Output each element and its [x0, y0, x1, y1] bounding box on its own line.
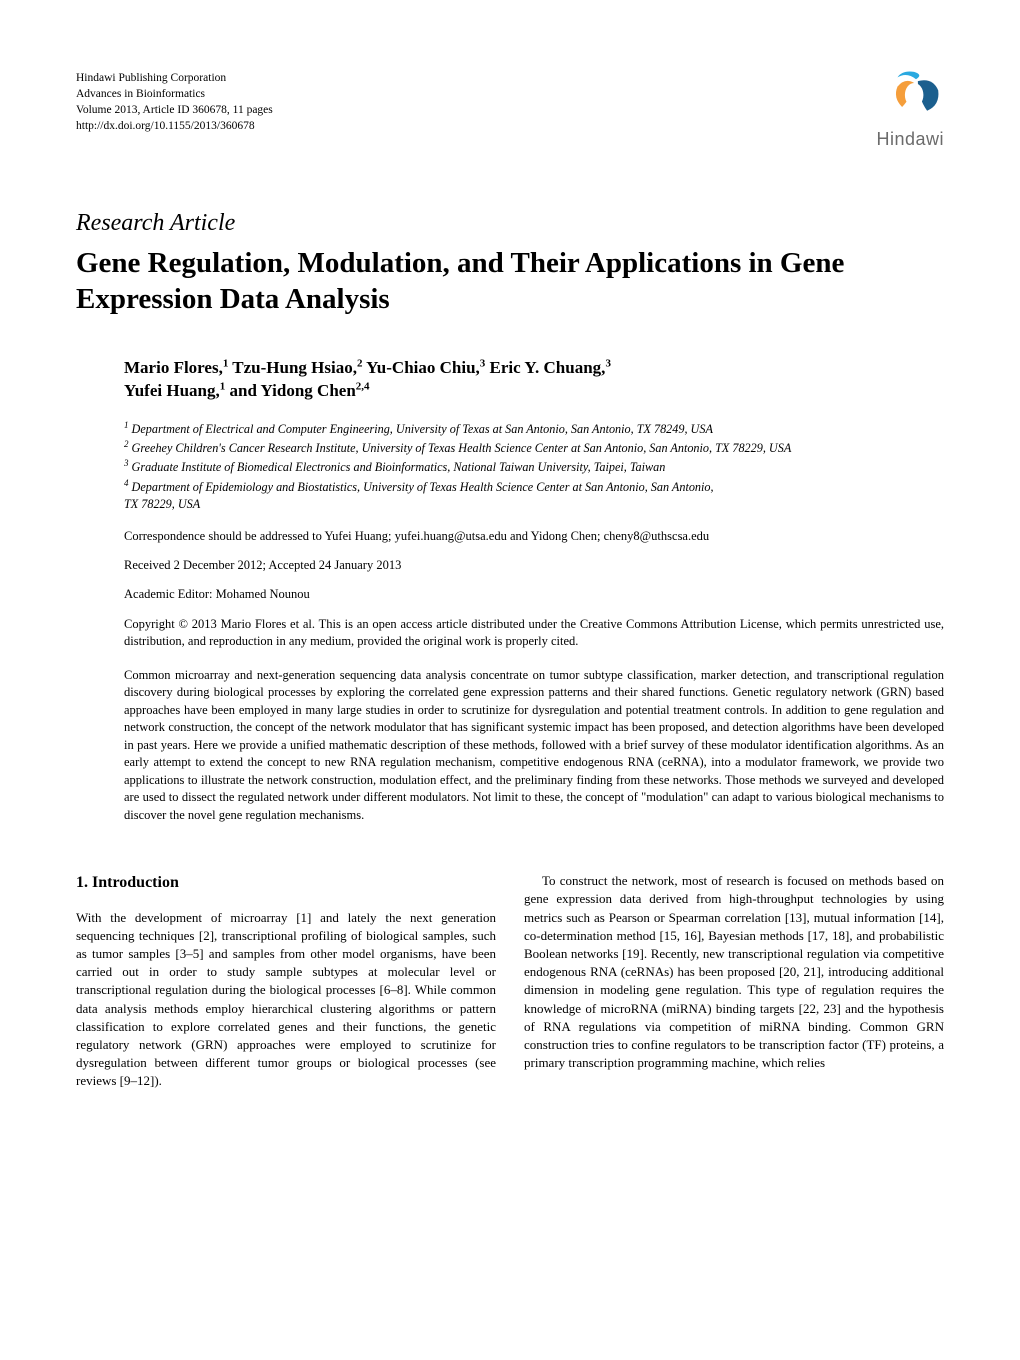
author-name: Eric Y. Chuang, [485, 358, 605, 377]
dates: Received 2 December 2012; Accepted 24 Ja… [124, 558, 944, 573]
affiliations: 1 Department of Electrical and Computer … [124, 419, 944, 513]
author-name: Yu-Chiao Chiu, [362, 358, 479, 377]
left-column: 1. Introduction With the development of … [76, 872, 496, 1090]
author-name: Yufei Huang, [124, 381, 220, 400]
affil-text: Department of Epidemiology and Biostatis… [129, 480, 714, 494]
publisher-line: Hindawi Publishing Corporation [76, 70, 273, 86]
authors-list: Mario Flores,1 Tzu-Hung Hsiao,2 Yu-Chiao… [124, 356, 944, 404]
affiliation-line: TX 78229, USA [124, 496, 944, 513]
header-row: Hindawi Publishing Corporation Advances … [76, 70, 944, 150]
body-columns: 1. Introduction With the development of … [76, 872, 944, 1090]
hindawi-logo-icon [888, 70, 944, 120]
publisher-info: Hindawi Publishing Corporation Advances … [76, 70, 273, 134]
hindawi-logo-text: Hindawi [876, 129, 944, 150]
author-name: Tzu-Hung Hsiao, [228, 358, 357, 377]
copyright-notice: Copyright © 2013 Mario Flores et al. Thi… [124, 616, 944, 651]
article-type: Research Article [76, 210, 944, 237]
affiliation-line: 2 Greehey Children's Cancer Research Ins… [124, 438, 944, 457]
article-title: Gene Regulation, Modulation, and Their A… [76, 245, 944, 318]
hindawi-logo: Hindawi [876, 70, 944, 150]
body-paragraph: To construct the network, most of resear… [524, 872, 944, 1072]
affiliation-line: 4 Department of Epidemiology and Biostat… [124, 477, 944, 496]
author-name: Mario Flores, [124, 358, 223, 377]
academic-editor: Academic Editor: Mohamed Nounou [124, 587, 944, 602]
affil-text: Department of Electrical and Computer En… [129, 422, 713, 436]
affiliation-line: 3 Graduate Institute of Biomedical Elect… [124, 457, 944, 476]
journal-name: Advances in Bioinformatics [76, 86, 273, 102]
body-paragraph: With the development of microarray [1] a… [76, 909, 496, 1091]
affil-text: Greehey Children's Cancer Research Insti… [129, 441, 792, 455]
affiliation-line: 1 Department of Electrical and Computer … [124, 419, 944, 438]
author-affil-sup: 2,4 [356, 381, 370, 393]
section-heading: 1. Introduction [76, 872, 496, 894]
author-name: and Yidong Chen [225, 381, 356, 400]
author-affil-sup: 3 [605, 357, 611, 369]
affil-text: Graduate Institute of Biomedical Electro… [129, 460, 666, 474]
doi-link: http://dx.doi.org/10.1155/2013/360678 [76, 118, 273, 134]
abstract-text: Common microarray and next-generation se… [124, 667, 944, 825]
right-column: To construct the network, most of resear… [524, 872, 944, 1090]
volume-info: Volume 2013, Article ID 360678, 11 pages [76, 102, 273, 118]
correspondence: Correspondence should be addressed to Yu… [124, 529, 944, 544]
